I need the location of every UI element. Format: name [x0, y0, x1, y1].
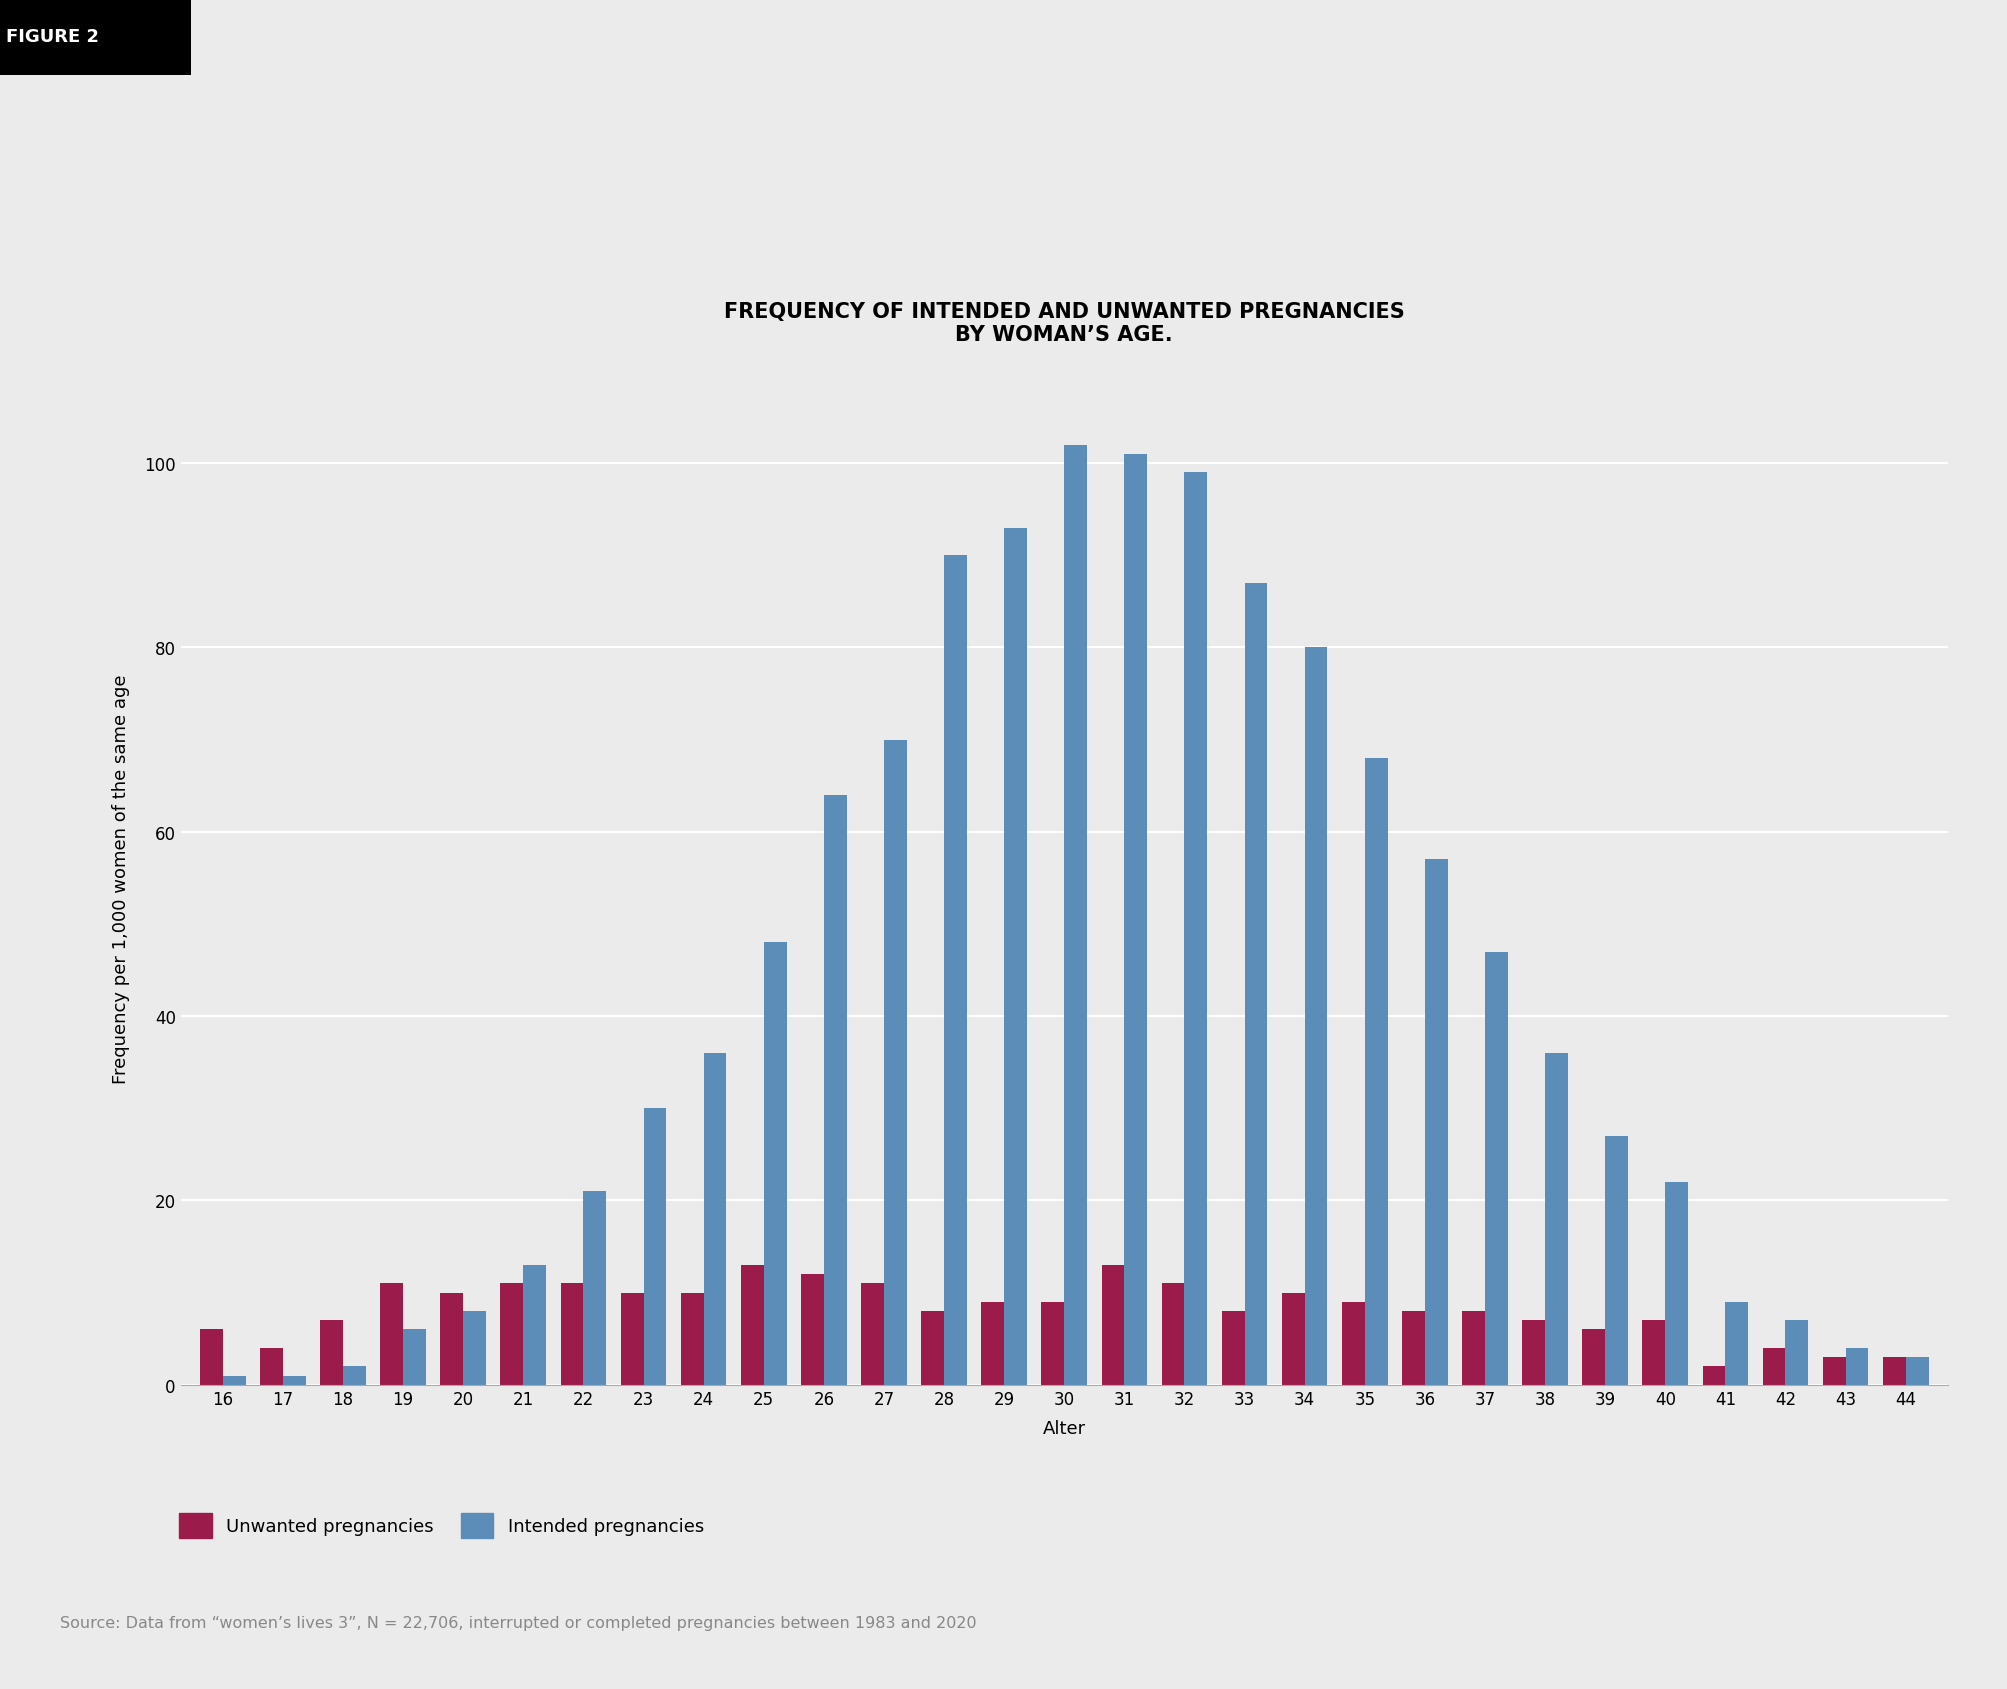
Bar: [1642, 1321, 1664, 1385]
Bar: [1664, 1182, 1688, 1385]
Bar: [943, 556, 967, 1385]
Bar: [1102, 1265, 1124, 1385]
Legend: Unwanted pregnancies, Intended pregnancies: Unwanted pregnancies, Intended pregnanci…: [173, 1505, 710, 1545]
Bar: [1485, 953, 1507, 1385]
Bar: [642, 1108, 666, 1385]
Bar: [1822, 1358, 1844, 1385]
Text: Source: Data from “women’s lives 3”, N = 22,706, interrupted or completed pregna: Source: Data from “women’s lives 3”, N =…: [60, 1615, 975, 1630]
Bar: [1305, 649, 1327, 1385]
Bar: [1064, 446, 1086, 1385]
Bar: [319, 1321, 343, 1385]
Bar: [1124, 454, 1146, 1385]
Bar: [921, 1311, 943, 1385]
Bar: [702, 1054, 727, 1385]
Bar: [1184, 473, 1206, 1385]
Bar: [801, 1275, 823, 1385]
Bar: [620, 1292, 642, 1385]
Bar: [379, 1284, 403, 1385]
Bar: [1844, 1348, 1867, 1385]
Bar: [1582, 1329, 1604, 1385]
Bar: [464, 1311, 486, 1385]
Y-axis label: Frequency per 1,000 women of the same age: Frequency per 1,000 women of the same ag…: [112, 674, 130, 1083]
Bar: [763, 942, 787, 1385]
Bar: [823, 796, 847, 1385]
Bar: [981, 1302, 1004, 1385]
Bar: [1244, 583, 1266, 1385]
Bar: [1724, 1302, 1748, 1385]
Bar: [1762, 1348, 1784, 1385]
Bar: [861, 1284, 883, 1385]
X-axis label: Alter: Alter: [1042, 1419, 1086, 1437]
Bar: [1220, 1311, 1244, 1385]
Bar: [1784, 1321, 1808, 1385]
Bar: [883, 740, 907, 1385]
Bar: [201, 1329, 223, 1385]
Bar: [1905, 1358, 1927, 1385]
Bar: [1004, 529, 1026, 1385]
Bar: [283, 1377, 305, 1385]
Bar: [560, 1284, 584, 1385]
Bar: [343, 1366, 365, 1385]
Title: FREQUENCY OF INTENDED AND UNWANTED PREGNANCIES
BY WOMAN’S AGE.: FREQUENCY OF INTENDED AND UNWANTED PREGN…: [723, 302, 1405, 345]
Bar: [1883, 1358, 1905, 1385]
Bar: [1401, 1311, 1425, 1385]
Text: FIGURE 2: FIGURE 2: [6, 29, 98, 46]
Bar: [223, 1377, 245, 1385]
Bar: [1604, 1137, 1628, 1385]
Bar: [1543, 1054, 1567, 1385]
Bar: [500, 1284, 524, 1385]
Bar: [1042, 1302, 1064, 1385]
Bar: [680, 1292, 702, 1385]
Bar: [1425, 860, 1447, 1385]
Bar: [403, 1329, 425, 1385]
Bar: [1461, 1311, 1485, 1385]
Bar: [1365, 758, 1387, 1385]
Bar: [1521, 1321, 1543, 1385]
Bar: [261, 1348, 283, 1385]
Bar: [1702, 1366, 1724, 1385]
Bar: [524, 1265, 546, 1385]
Bar: [1280, 1292, 1305, 1385]
Bar: [584, 1191, 606, 1385]
Bar: [1160, 1284, 1184, 1385]
Bar: [741, 1265, 763, 1385]
Bar: [1341, 1302, 1365, 1385]
Bar: [440, 1292, 464, 1385]
